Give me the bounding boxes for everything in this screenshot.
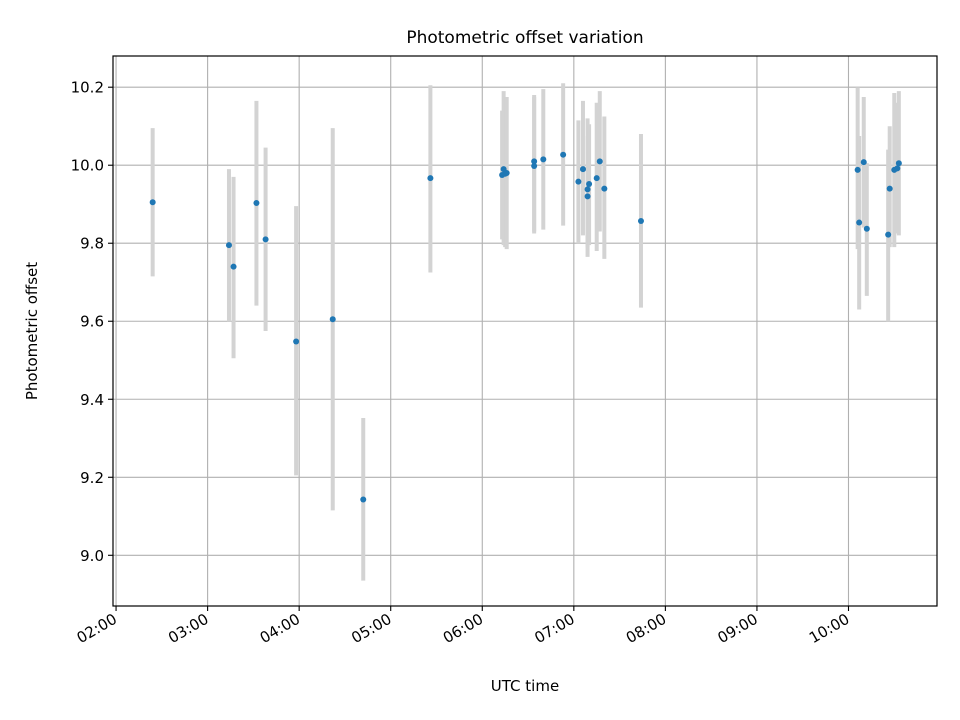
axes-frame [112, 55, 938, 607]
y-tick-label: 9.6 [80, 313, 104, 331]
data-point [601, 185, 608, 192]
data-point [560, 151, 567, 158]
data-point [885, 231, 892, 238]
data-point [503, 170, 510, 177]
grid-lines [113, 56, 937, 606]
data-point [149, 199, 156, 206]
data-point [895, 160, 902, 167]
data-point [360, 496, 367, 503]
y-tick-label: 10.0 [71, 157, 104, 175]
data-point [575, 178, 582, 185]
y-tick-label: 9.4 [80, 391, 104, 409]
data-point [531, 158, 538, 165]
data-point [584, 186, 591, 193]
data-point [230, 263, 237, 270]
data-point [427, 175, 434, 182]
x-axis-label: UTC time [491, 677, 559, 695]
y-axis-ticks: 9.0 9.2 9.4 9.6 9.8 10.0 10.2 [71, 79, 113, 565]
data-point [584, 193, 591, 200]
data-point [863, 225, 870, 232]
data-point [293, 338, 300, 345]
data-point [854, 166, 861, 173]
y-axis-label: Photometric offset [23, 262, 41, 400]
y-tick-label: 9.8 [80, 235, 104, 253]
data-point [262, 236, 269, 243]
data-point [886, 185, 893, 192]
y-tick-label: 10.2 [71, 79, 104, 97]
data-point [593, 175, 600, 182]
data-point [329, 316, 336, 323]
data-point [637, 218, 644, 224]
data-point [253, 200, 260, 207]
y-tick-label: 9.2 [80, 469, 104, 487]
data-point [225, 242, 232, 249]
y-tick-label: 9.0 [80, 547, 104, 565]
data-point [860, 159, 867, 166]
data-point [531, 163, 538, 169]
data-point [586, 180, 593, 187]
data-point [596, 158, 603, 165]
data-point [579, 166, 586, 173]
data-point [856, 219, 863, 226]
data-point [540, 156, 547, 163]
data-points [149, 151, 902, 503]
chart-title: Photometric offset variation [406, 28, 643, 48]
data-point [894, 165, 901, 172]
